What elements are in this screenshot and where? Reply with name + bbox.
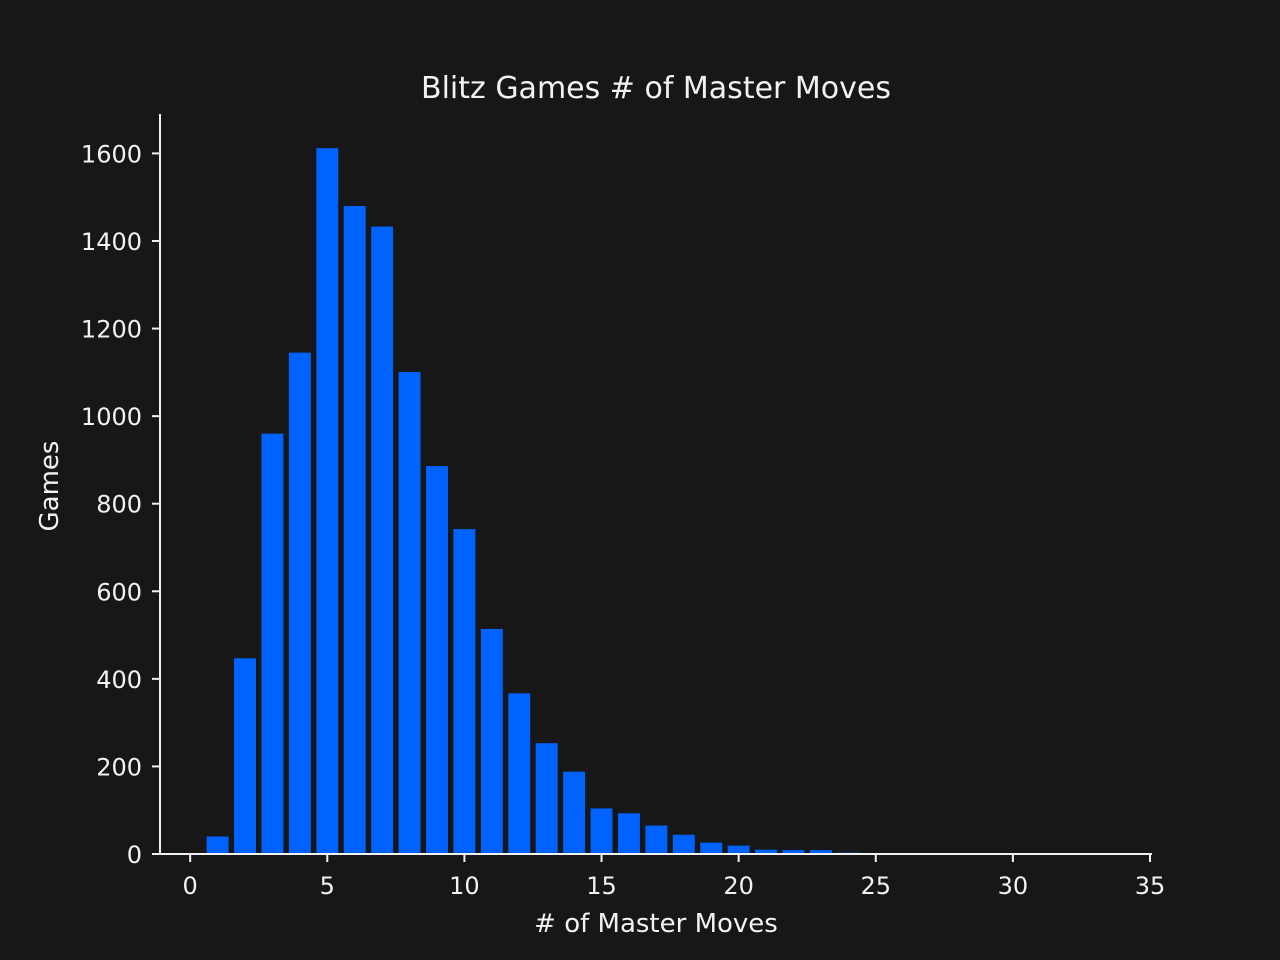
bars-group [206, 148, 860, 854]
bar-19 [700, 842, 723, 854]
x-tick-label: 15 [586, 872, 617, 900]
bar-17 [645, 825, 668, 854]
x-tick-label: 35 [1135, 872, 1166, 900]
x-tick-label: 30 [998, 872, 1029, 900]
bar-11 [480, 628, 503, 854]
bar-15 [590, 808, 613, 854]
bar-16 [617, 813, 640, 854]
bar-12 [508, 693, 531, 854]
bar-5 [316, 148, 339, 854]
bar-6 [343, 205, 366, 854]
bar-13 [535, 743, 558, 854]
x-ticks-group: 0 5 10 15 20 25 30 35 [183, 854, 1166, 900]
x-tick-label: 25 [860, 872, 891, 900]
bar-3 [261, 433, 284, 854]
bar-22 [782, 850, 805, 854]
bar-14 [563, 771, 586, 854]
y-tick-label: 0 [127, 841, 142, 869]
bar-4 [288, 352, 311, 854]
y-tick-label: 1600 [81, 140, 142, 168]
y-tick-label: 400 [96, 666, 142, 694]
bar-20 [727, 845, 750, 854]
y-tick-label: 1400 [81, 228, 142, 256]
y-tick-label: 600 [96, 578, 142, 606]
y-tick-label: 200 [96, 753, 142, 781]
bar-9 [426, 466, 448, 854]
bar-1 [206, 836, 229, 854]
bar-7 [371, 226, 394, 854]
bar-21 [755, 849, 778, 854]
bar-10 [453, 529, 476, 854]
y-ticks-group: 0 200 400 600 800 1000 1200 1400 1600 [81, 140, 160, 869]
bar-18 [672, 834, 695, 854]
x-tick-label: 5 [320, 872, 335, 900]
x-tick-label: 20 [723, 872, 754, 900]
bar-8 [398, 371, 421, 854]
y-axis-label: Games [35, 441, 65, 532]
chart-title: Blitz Games # of Master Moves [421, 71, 891, 106]
y-tick-label: 800 [96, 491, 142, 519]
x-axis-label: # of Master Moves [534, 909, 778, 939]
y-tick-label: 1000 [81, 403, 142, 431]
x-tick-label: 10 [449, 872, 480, 900]
bar-2 [234, 658, 256, 854]
y-tick-label: 1200 [81, 316, 142, 344]
x-tick-label: 0 [183, 872, 198, 900]
bar-23 [809, 850, 832, 854]
